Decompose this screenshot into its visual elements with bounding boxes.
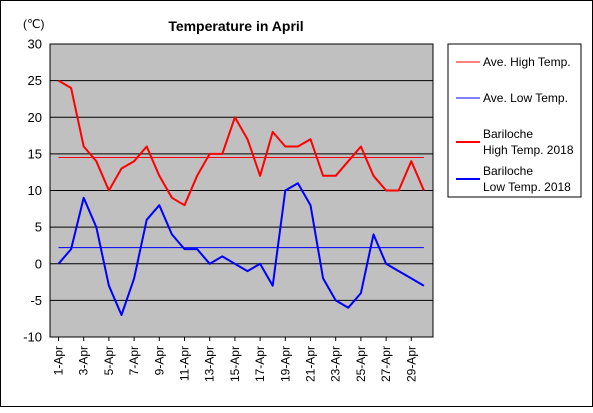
legend-label: Bariloche bbox=[483, 127, 533, 141]
x-tick-label: 19-Apr bbox=[278, 346, 292, 382]
x-tick-label: 7-Apr bbox=[127, 346, 141, 375]
y-tick-label: -10 bbox=[23, 330, 42, 345]
legend-items: Ave. High Temp. Ave. Low Temp. Bariloche Hi… bbox=[456, 55, 574, 194]
x-tick-label: 29-Apr bbox=[404, 346, 418, 382]
x-tick-label: 25-Apr bbox=[354, 346, 368, 382]
y-tick-label: 30 bbox=[28, 37, 42, 52]
legend-label: Ave. High Temp. bbox=[483, 55, 571, 69]
x-tick-label: 1-Apr bbox=[52, 346, 66, 375]
y-axis-unit: (℃) bbox=[23, 17, 44, 31]
legend-label: Bariloche bbox=[483, 164, 533, 178]
x-tick-label: 17-Apr bbox=[253, 346, 267, 382]
x-tick-label: 9-Apr bbox=[152, 346, 166, 375]
legend-label: Low Temp. 2018 bbox=[483, 180, 571, 194]
x-tick-label: 11-Apr bbox=[178, 346, 192, 381]
y-tick-labels: -10 -5 0 5 10 15 20 25 30 bbox=[23, 37, 42, 345]
series-line-3 bbox=[57, 182, 425, 316]
x-tick-label: 23-Apr bbox=[329, 346, 343, 382]
y-tick-label: 25 bbox=[28, 73, 42, 88]
x-tick-label: 5-Apr bbox=[102, 346, 116, 375]
y-tick-label: 15 bbox=[28, 146, 42, 161]
chart-title: Temperature in April bbox=[168, 18, 303, 34]
legend-label: High Temp. 2018 bbox=[483, 143, 574, 157]
gridlines bbox=[50, 80, 433, 301]
x-tick-label: 13-Apr bbox=[203, 346, 217, 382]
series-lines bbox=[57, 79, 425, 316]
legend bbox=[447, 43, 582, 198]
y-tick-label: 5 bbox=[35, 220, 42, 235]
x-tick-label: 15-Apr bbox=[228, 346, 242, 382]
x-tick-label: 21-Apr bbox=[304, 346, 318, 382]
y-tick-label: 0 bbox=[35, 256, 42, 271]
x-tick-label: 27-Apr bbox=[379, 346, 393, 382]
y-tick-label: 10 bbox=[28, 183, 42, 198]
x-tick-labels: 1-Apr 3-Apr 5-Apr 7-Apr 9-Apr 11-Apr 13-Apr 15-… bbox=[52, 337, 418, 382]
legend-label: Ave. Low Temp. bbox=[483, 91, 568, 105]
y-tick-label: 20 bbox=[28, 110, 42, 125]
x-tick-label: 3-Apr bbox=[77, 346, 91, 375]
series-line-2 bbox=[57, 79, 425, 207]
y-tick-label: -5 bbox=[30, 293, 42, 308]
